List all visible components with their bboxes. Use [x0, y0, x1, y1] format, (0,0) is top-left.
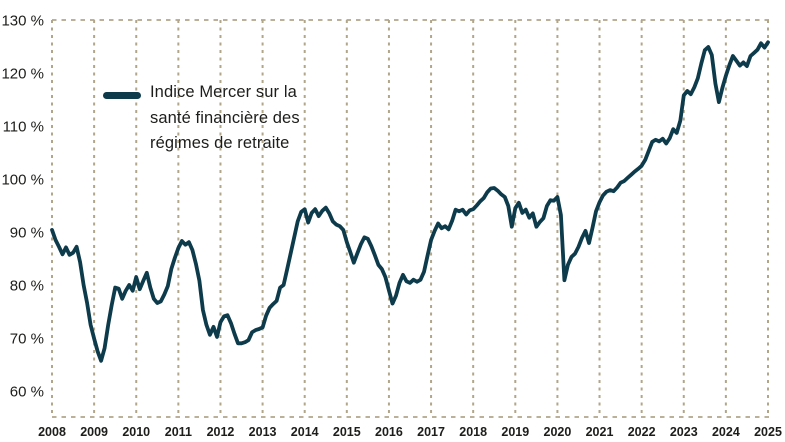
x-tick-label: 2024 [712, 425, 740, 439]
x-tick-label: 2011 [165, 425, 192, 439]
x-tick-label: 2017 [417, 425, 445, 439]
x-tick-label: 2009 [80, 425, 108, 439]
x-tick-label: 2022 [628, 425, 656, 439]
y-tick-label: 130 % [1, 13, 44, 30]
x-tick-label: 2010 [122, 425, 150, 439]
x-tick-label: 2013 [249, 425, 277, 439]
y-tick-label: 80 % [10, 278, 44, 295]
series-line-indice-mercer [50, 40, 770, 363]
x-tick-label: 2020 [544, 425, 572, 439]
y-tick-label: 120 % [1, 66, 44, 83]
x-tick-label: 2018 [459, 425, 487, 439]
x-tick-label: 2014 [291, 425, 319, 439]
x-tick-label: 2025 [754, 425, 782, 439]
y-tick-label: 90 % [10, 225, 44, 242]
y-tick-label: 100 % [1, 172, 44, 189]
x-tick-label: 2023 [670, 425, 698, 439]
y-tick-label: 70 % [10, 331, 44, 348]
x-tick-label: 2021 [586, 425, 614, 439]
x-tick-label: 2012 [207, 425, 235, 439]
x-tick-label: 2016 [375, 425, 403, 439]
x-tick-label: 2019 [501, 425, 529, 439]
x-tick-label: 2008 [38, 425, 66, 439]
y-tick-label: 110 % [3, 119, 44, 136]
x-tick-label: 2015 [333, 425, 361, 439]
y-tick-label: 60 % [10, 384, 44, 401]
